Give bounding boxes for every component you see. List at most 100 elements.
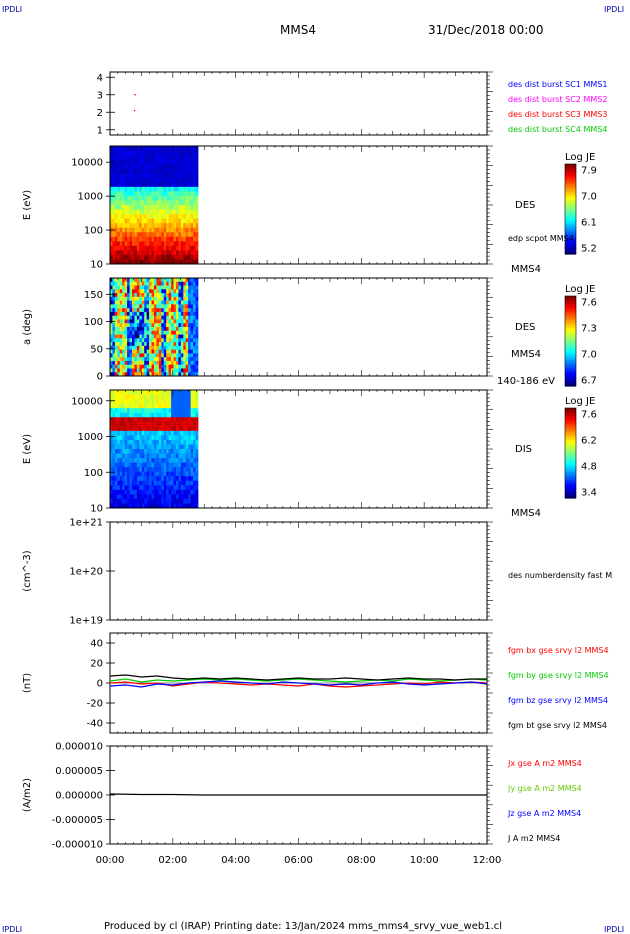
spectrogram-cell xyxy=(190,467,194,473)
spectrogram-cell xyxy=(188,205,192,210)
spectrogram-cell xyxy=(131,462,135,468)
spectrogram-cell xyxy=(166,236,170,242)
spectrogram-cell xyxy=(166,168,170,174)
legend-entry-burst-2: des dist burst SC3 MMS3 xyxy=(508,110,607,119)
spectrogram-cell xyxy=(168,327,172,332)
spectrogram-cell xyxy=(122,236,126,242)
spectrogram-cell xyxy=(171,300,174,305)
spectrogram-cell xyxy=(153,462,157,468)
panel-frame-0 xyxy=(109,71,488,136)
spectrogram-cell xyxy=(168,435,172,441)
spectrogram-cell xyxy=(178,250,182,256)
colorbar-swatch xyxy=(565,484,576,487)
spectrogram-cell xyxy=(131,435,135,441)
spectrogram-cell xyxy=(141,205,145,210)
spectrogram-cell xyxy=(129,177,133,183)
spectrogram-cell xyxy=(161,426,165,432)
spectrogram-cell xyxy=(122,177,126,183)
spectrogram-cell xyxy=(193,150,196,156)
spectrogram-cell xyxy=(134,278,138,283)
spectrogram-cell xyxy=(188,338,192,343)
spectrogram-cell xyxy=(175,403,179,409)
spectrogram-cell xyxy=(185,245,189,251)
spectrogram-cell xyxy=(168,296,172,302)
spectrogram-cell xyxy=(144,357,148,362)
spectrogram-cell xyxy=(136,353,140,358)
spectrogram-cell xyxy=(185,476,189,482)
spectrogram-cell xyxy=(188,250,192,256)
spectrogram-cell xyxy=(166,241,170,247)
spectrogram-cell xyxy=(144,186,148,192)
spectrogram-cell xyxy=(119,241,123,247)
spectrogram-cell xyxy=(122,349,126,354)
spectrogram-cell xyxy=(153,164,157,170)
spectrogram-cell xyxy=(158,164,162,170)
spectrogram-cell xyxy=(149,353,152,358)
spectrogram-cell xyxy=(117,289,121,294)
spectrogram-cell xyxy=(129,232,133,238)
spectrogram-cell xyxy=(119,334,123,339)
spectrogram-cell xyxy=(193,205,196,210)
spectrogram-cell xyxy=(153,353,157,358)
spectrogram-cell xyxy=(171,494,174,500)
spectrogram-cell xyxy=(156,164,160,170)
spectrogram-cell xyxy=(122,281,126,286)
spectrogram-cell xyxy=(110,444,113,450)
spectrogram-cell xyxy=(163,498,167,504)
spectrogram-cell xyxy=(195,390,199,395)
spectrogram-cell xyxy=(190,503,194,509)
spectrogram-cell xyxy=(193,186,196,192)
spectrogram-cell xyxy=(124,435,128,441)
spectrogram-cell xyxy=(144,471,148,477)
spectrogram-cell xyxy=(163,435,167,441)
spectrogram-cell xyxy=(110,296,113,302)
spectrogram-cell xyxy=(158,360,162,366)
spectrogram-cell xyxy=(195,168,199,174)
spectrogram-cell xyxy=(131,236,135,242)
spectrogram-cell xyxy=(114,439,118,445)
spectrogram-cell xyxy=(122,146,126,151)
spectrogram-cell xyxy=(114,195,118,201)
spectrogram-cell xyxy=(178,323,182,328)
spectrogram-cell xyxy=(119,254,123,260)
spectrogram-cell xyxy=(158,186,162,192)
spectrogram-cell xyxy=(136,200,140,206)
spectrogram-cell xyxy=(127,435,130,441)
spectrogram-cell xyxy=(134,311,138,317)
spectrogram-cell xyxy=(180,205,184,210)
spectrogram-cell xyxy=(127,323,130,328)
spectrogram-cell xyxy=(180,421,184,427)
spectrogram-cell xyxy=(163,150,167,156)
spectrogram-cell xyxy=(188,191,192,197)
spectrogram-cell xyxy=(131,453,135,459)
spectrogram-cell xyxy=(146,150,150,156)
spectrogram-cell xyxy=(117,357,121,362)
spectrogram-cell xyxy=(139,241,143,247)
spectrogram-cell xyxy=(183,426,187,432)
spectrogram-cell xyxy=(139,281,143,286)
spectrogram-cell xyxy=(146,394,150,400)
spectrogram-cell xyxy=(122,471,126,477)
spectrogram-cell xyxy=(136,435,140,441)
spectrogram-cell xyxy=(168,364,172,369)
spectrogram-cell xyxy=(144,467,148,473)
spectrogram-cell xyxy=(175,439,179,445)
spectrogram-cell xyxy=(193,421,196,427)
spectrogram-cell xyxy=(168,173,172,179)
spectrogram-cell xyxy=(149,186,152,192)
spectrogram-cell xyxy=(178,476,182,482)
spectrogram-cell xyxy=(158,403,162,409)
spectrogram-cell xyxy=(190,494,194,500)
spectrogram-cell xyxy=(136,417,140,423)
spectrogram-cell xyxy=(122,494,126,500)
spectrogram-cell xyxy=(166,327,170,332)
spectrogram-cell xyxy=(156,155,160,161)
spectrogram-cell xyxy=(131,285,135,290)
spectrogram-cell xyxy=(134,177,138,183)
spectrogram-cell xyxy=(190,293,194,298)
spectrogram-cell xyxy=(112,259,116,265)
spectrogram-cell xyxy=(136,357,140,362)
spectrogram-cell xyxy=(131,430,135,436)
spectrogram-cell xyxy=(139,150,143,156)
spectrogram-cell xyxy=(139,250,143,256)
